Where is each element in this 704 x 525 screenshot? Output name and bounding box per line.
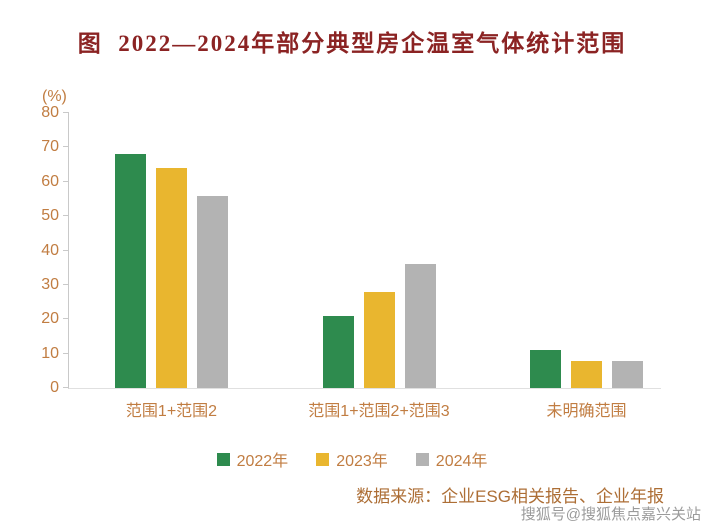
chart-title: 图 2022—2024年部分典型房企温室气体统计范围 [77, 31, 627, 56]
y-tick-label: 0 [50, 379, 59, 396]
source-note: 数据来源：企业ESG相关报告、企业年报 [356, 487, 664, 506]
category-label: 范围1+范围2+范围3 [308, 403, 450, 420]
y-tick-mark [63, 283, 69, 285]
bar-row [322, 113, 436, 388]
y-axis-unit-label: (%) [42, 88, 67, 105]
y-tick-label: 50 [41, 207, 59, 225]
bar-2022年 [530, 350, 561, 388]
bar-group: 未明确范围 [530, 113, 643, 420]
bar-2023年 [156, 168, 187, 388]
y-tick-label: 70 [41, 138, 59, 156]
legend-item: 2023年 [316, 447, 388, 471]
y-tick-mark [63, 387, 69, 388]
legend-item: 2022年 [216, 447, 289, 471]
bar-2023年 [571, 360, 602, 388]
legend-swatch [216, 452, 230, 466]
bar-2024年 [197, 195, 228, 388]
y-tick-label: 30 [41, 275, 59, 293]
watermark: 搜狐号@搜狐焦点嘉兴关站 [520, 506, 701, 523]
legend-item: 2024年 [415, 447, 488, 471]
legend-label: 2024年 [435, 453, 488, 470]
bar-group: 范围1+范围2 [115, 113, 228, 420]
bar-2022年 [115, 154, 146, 388]
y-tick-mark [63, 318, 69, 320]
y-tick-mark [63, 146, 69, 148]
legend-swatch [415, 452, 429, 466]
y-tick-mark [63, 112, 69, 113]
category-label: 范围1+范围2 [125, 403, 218, 420]
y-tick-mark [63, 352, 69, 354]
bar-2024年 [612, 360, 643, 388]
legend-swatch [316, 452, 330, 466]
bar-group: 范围1+范围2+范围3 [308, 113, 450, 420]
y-tick-label: 60 [41, 172, 59, 190]
y-tick-label: 40 [41, 241, 59, 259]
bar-groups: 范围1+范围2 范围1+范围2+范围3 未明确范围 [69, 113, 661, 420]
y-tick-label: 10 [41, 344, 59, 362]
category-label: 未明确范围 [546, 403, 627, 420]
legend-label: 2022年 [236, 453, 289, 470]
y-tick-label: 80 [41, 104, 59, 121]
bar-row [115, 113, 228, 388]
legend-label: 2023年 [336, 453, 388, 470]
bar-row [530, 113, 643, 388]
y-tick-mark [63, 249, 69, 251]
bar-2023年 [363, 291, 395, 388]
y-tick-label: 20 [41, 310, 59, 328]
y-tick-mark [63, 215, 69, 217]
legend: 2022年 2023年 2024年 [0, 447, 704, 471]
bar-2024年 [404, 264, 436, 388]
bar-2022年 [322, 315, 354, 388]
y-tick-mark [63, 180, 69, 182]
plot-area: 范围1+范围2 范围1+范围2+范围3 未明确范围 0 10 20 30 40 50 60 70 8… [41, 105, 661, 420]
